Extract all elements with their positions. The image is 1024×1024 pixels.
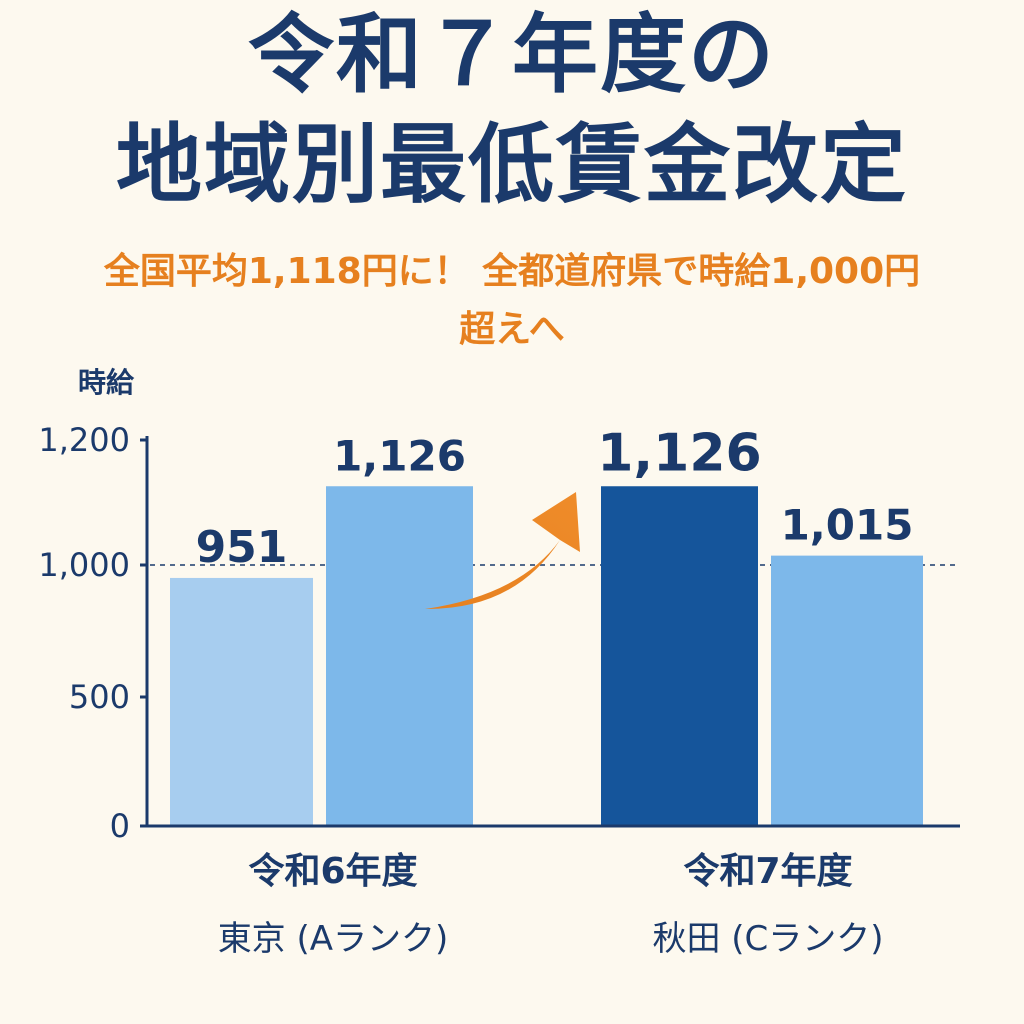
x-group-sublabel: 秋田 (Cランク)	[652, 919, 883, 959]
bar	[326, 486, 473, 826]
bar	[601, 486, 758, 826]
bar	[170, 577, 313, 826]
chart-subtitle-line-1: 全国平均1,118円に！ 全都道府県で時給1,000円	[103, 251, 921, 292]
x-group-sublabel: 東京 (Aランク)	[218, 919, 449, 959]
chart-title-line-1: 令和７年度の	[248, 5, 776, 105]
bar-value-label: 951	[196, 522, 288, 573]
x-group-label: 令和7年度	[683, 851, 852, 892]
y-tick-label: 1,000	[38, 546, 130, 584]
increase-arrow-icon	[425, 492, 580, 610]
bar-value-label: 1,126	[597, 423, 761, 483]
chart-title-line-2: 地域別最低賃金改定	[116, 115, 908, 215]
y-axis-label: 時給	[78, 366, 135, 399]
y-tick-label: 0	[110, 807, 130, 845]
y-tick-label: 500	[69, 678, 130, 716]
bar-value-label: 1,126	[333, 431, 466, 480]
bar	[771, 555, 923, 826]
y-tick-label: 1,200	[38, 421, 130, 459]
chart-subtitle-line-2: 超えへ	[459, 309, 565, 350]
x-group-label: 令和6年度	[248, 851, 417, 892]
bar-value-label: 1,015	[781, 501, 914, 550]
